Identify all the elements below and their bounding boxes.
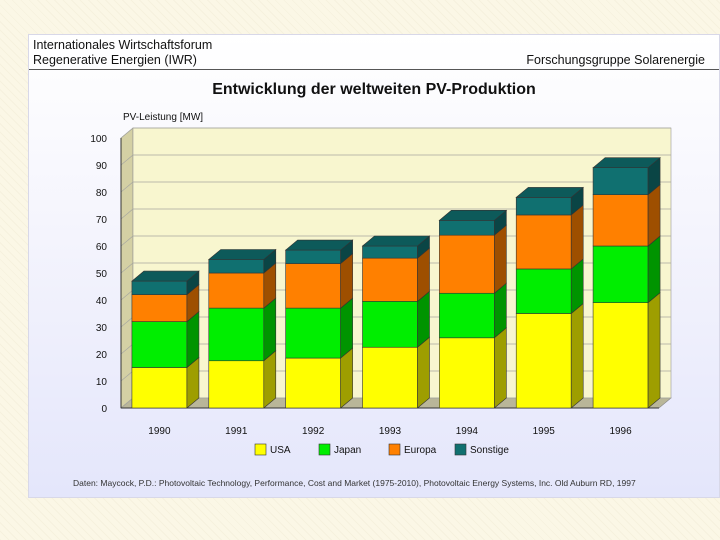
gridline (120, 127, 671, 139)
bar-top-1993 (361, 235, 431, 247)
pv-production-chart: 0 10 20 30 40 50 60 70 80 90 100 PV-Leistung [MW] 19… (90, 112, 672, 456)
bar-usa-1996 (592, 302, 649, 409)
bar-japan-1992 (285, 307, 341, 359)
bar-sonstige-1992 (285, 249, 341, 264)
bar-stack-1991 (207, 248, 277, 409)
legend-swatch-japan (318, 443, 331, 456)
bar-side-usa-1993 (417, 336, 430, 409)
bar-stack-1995 (515, 186, 585, 409)
bar-sonstige-1993 (362, 245, 418, 259)
bar-usa-1994 (439, 337, 495, 409)
bar-side-usa-1994 (494, 327, 507, 409)
bar-usa-1995 (515, 313, 572, 409)
bar-top-1990 (131, 270, 200, 282)
data-source-footnote: Daten: Maycock, P.D.: Photovoltaic Techn… (73, 478, 636, 488)
y-tick-label: 70 (96, 215, 108, 226)
bar-side-usa-1992 (340, 347, 353, 409)
x-tick-label: 1996 (609, 426, 632, 437)
header-divider (29, 69, 719, 70)
bar-side-japan-1991 (263, 297, 277, 362)
legend-label-sonstige: Sonstige (470, 445, 509, 456)
x-tick-label: 1992 (302, 426, 325, 437)
bar-japan-1993 (362, 301, 418, 348)
bar-japan-1995 (515, 268, 572, 314)
bar-sonstige-1996 (592, 167, 649, 195)
legend-swatch-usa (254, 443, 267, 456)
bar-side-japan-1992 (340, 297, 353, 359)
legend-label-usa: USA (270, 445, 291, 456)
bar-europa-1994 (439, 234, 495, 294)
legend-swatch-sonstige (454, 443, 467, 456)
legend-swatch-europa (388, 443, 401, 456)
bar-usa-1990 (131, 367, 188, 409)
y-tick-label: 50 (96, 269, 108, 280)
y-tick-label: 60 (96, 242, 108, 253)
x-tick-label: 1993 (379, 426, 402, 437)
bar-japan-1991 (208, 307, 265, 362)
y-tick-label: 90 (96, 161, 108, 172)
y-tick-label: 10 (96, 377, 108, 388)
bar-europa-1990 (131, 294, 188, 322)
bar-sonstige-1994 (439, 220, 495, 236)
x-tick-label: 1994 (456, 426, 479, 437)
bar-europa-1995 (515, 214, 572, 270)
x-tick-label: 1995 (533, 426, 556, 437)
y-axis-label: PV-Leistung [MW] (123, 112, 203, 123)
y-tick-label: 40 (96, 296, 108, 307)
y-tick-label: 80 (96, 188, 108, 199)
bar-stack-1993 (361, 235, 431, 409)
bar-stack-1992 (284, 239, 354, 409)
org-subtitle: Regenerative Energien (IWR) (33, 53, 197, 67)
bar-side-europa-1994 (494, 224, 507, 294)
bar-stack-1990 (131, 270, 200, 409)
bar-sonstige-1991 (208, 259, 265, 274)
research-group: Forschungsgruppe Solarenergie (526, 53, 705, 67)
legend-label-europa: Europa (404, 445, 437, 456)
bar-europa-1996 (592, 194, 649, 247)
bar-side-usa-1996 (647, 292, 661, 409)
chart-title: Entwicklung der weltweiten PV-Produktion (212, 81, 536, 98)
bar-top-1994 (438, 210, 508, 221)
bar-stack-1994 (438, 209, 508, 409)
y-tick-label: 20 (96, 350, 108, 361)
bar-europa-1991 (208, 272, 265, 309)
x-tick-label: 1990 (148, 426, 171, 437)
bar-sonstige-1995 (515, 197, 572, 216)
slide: Internationales Wirtschaftsforum Regener… (28, 34, 720, 498)
bar-usa-1992 (285, 357, 341, 409)
bar-japan-1994 (439, 292, 495, 339)
y-tick-label: 30 (96, 323, 108, 334)
bar-sonstige-1990 (131, 280, 188, 295)
bar-europa-1992 (285, 263, 341, 309)
bar-side-usa-1995 (570, 302, 584, 409)
bar-europa-1993 (362, 257, 418, 302)
bar-stack-1996 (592, 157, 661, 409)
gridline (120, 154, 671, 166)
bar-japan-1990 (131, 321, 188, 368)
x-tick-label: 1991 (225, 426, 248, 437)
bar-usa-1991 (208, 360, 265, 409)
bar-side-europa-1996 (647, 184, 661, 247)
org-name: Internationales Wirtschaftsforum (33, 38, 213, 52)
bar-side-japan-1996 (647, 235, 661, 304)
y-tick-label: 0 (101, 404, 107, 415)
bar-usa-1993 (362, 346, 418, 409)
bar-top-1995 (515, 187, 585, 198)
header-org: Internationales Wirtschaftsforum Regener… (33, 38, 212, 68)
bar-top-1992 (284, 239, 354, 251)
gridline (120, 208, 671, 220)
y-tick-label: 100 (90, 134, 107, 145)
bar-top-1996 (592, 157, 661, 168)
gridline (120, 181, 671, 193)
bar-top-1991 (207, 249, 277, 260)
bar-side-europa-1995 (570, 204, 584, 270)
bar-japan-1996 (592, 245, 649, 304)
legend-label-japan: Japan (334, 445, 361, 456)
